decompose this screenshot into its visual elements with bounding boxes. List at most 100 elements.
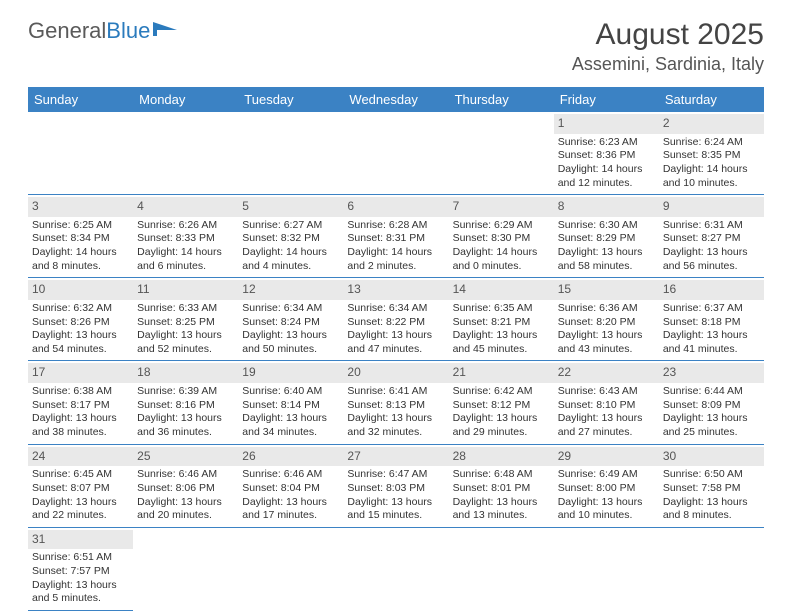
sunset-line: Sunset: 8:22 PM	[347, 316, 444, 330]
daylight-line: Daylight: 13 hours and 54 minutes.	[32, 329, 129, 356]
sunset-line: Sunset: 8:18 PM	[663, 316, 760, 330]
calendar-cell: 25Sunrise: 6:46 AMSunset: 8:06 PMDayligh…	[133, 444, 238, 527]
calendar-cell: 30Sunrise: 6:50 AMSunset: 7:58 PMDayligh…	[659, 444, 764, 527]
calendar-cell: 22Sunrise: 6:43 AMSunset: 8:10 PMDayligh…	[554, 361, 659, 444]
sunrise-line: Sunrise: 6:47 AM	[347, 468, 444, 482]
day-number: 11	[133, 280, 238, 300]
day-number: 7	[449, 197, 554, 217]
header: GeneralBlue August 2025 Assemini, Sardin…	[0, 0, 792, 79]
sunrise-line: Sunrise: 6:31 AM	[663, 219, 760, 233]
weekday-header: Saturday	[659, 87, 764, 112]
sunset-line: Sunset: 8:09 PM	[663, 399, 760, 413]
daylight-line: Daylight: 13 hours and 56 minutes.	[663, 246, 760, 273]
calendar-cell	[133, 527, 238, 610]
day-number: 27	[343, 447, 448, 467]
daylight-line: Daylight: 13 hours and 41 minutes.	[663, 329, 760, 356]
sunrise-line: Sunrise: 6:34 AM	[242, 302, 339, 316]
weekday-header: Thursday	[449, 87, 554, 112]
calendar-cell: 1Sunrise: 6:23 AMSunset: 8:36 PMDaylight…	[554, 112, 659, 195]
sunset-line: Sunset: 8:27 PM	[663, 232, 760, 246]
calendar-cell: 26Sunrise: 6:46 AMSunset: 8:04 PMDayligh…	[238, 444, 343, 527]
daylight-line: Daylight: 13 hours and 17 minutes.	[242, 496, 339, 523]
calendar-cell	[28, 112, 133, 195]
calendar-cell: 9Sunrise: 6:31 AMSunset: 8:27 PMDaylight…	[659, 195, 764, 278]
sunset-line: Sunset: 8:33 PM	[137, 232, 234, 246]
day-number: 18	[133, 363, 238, 383]
daylight-line: Daylight: 13 hours and 43 minutes.	[558, 329, 655, 356]
calendar-cell: 8Sunrise: 6:30 AMSunset: 8:29 PMDaylight…	[554, 195, 659, 278]
calendar-table: SundayMondayTuesdayWednesdayThursdayFrid…	[28, 87, 764, 611]
sunrise-line: Sunrise: 6:35 AM	[453, 302, 550, 316]
sunset-line: Sunset: 8:14 PM	[242, 399, 339, 413]
daylight-line: Daylight: 13 hours and 13 minutes.	[453, 496, 550, 523]
daylight-line: Daylight: 13 hours and 34 minutes.	[242, 412, 339, 439]
day-number: 15	[554, 280, 659, 300]
sunrise-line: Sunrise: 6:24 AM	[663, 136, 760, 150]
sunrise-line: Sunrise: 6:46 AM	[137, 468, 234, 482]
sunset-line: Sunset: 8:25 PM	[137, 316, 234, 330]
sunrise-line: Sunrise: 6:42 AM	[453, 385, 550, 399]
title-block: August 2025 Assemini, Sardinia, Italy	[572, 18, 764, 75]
day-number: 28	[449, 447, 554, 467]
calendar-cell: 16Sunrise: 6:37 AMSunset: 8:18 PMDayligh…	[659, 278, 764, 361]
calendar-cell: 10Sunrise: 6:32 AMSunset: 8:26 PMDayligh…	[28, 278, 133, 361]
weekday-header: Wednesday	[343, 87, 448, 112]
daylight-line: Daylight: 13 hours and 15 minutes.	[347, 496, 444, 523]
sunrise-line: Sunrise: 6:30 AM	[558, 219, 655, 233]
day-number: 10	[28, 280, 133, 300]
location: Assemini, Sardinia, Italy	[572, 54, 764, 75]
calendar-cell: 23Sunrise: 6:44 AMSunset: 8:09 PMDayligh…	[659, 361, 764, 444]
sunset-line: Sunset: 8:12 PM	[453, 399, 550, 413]
sunrise-line: Sunrise: 6:49 AM	[558, 468, 655, 482]
daylight-line: Daylight: 13 hours and 25 minutes.	[663, 412, 760, 439]
daylight-line: Daylight: 13 hours and 27 minutes.	[558, 412, 655, 439]
calendar-cell: 27Sunrise: 6:47 AMSunset: 8:03 PMDayligh…	[343, 444, 448, 527]
calendar-cell: 5Sunrise: 6:27 AMSunset: 8:32 PMDaylight…	[238, 195, 343, 278]
daylight-line: Daylight: 14 hours and 12 minutes.	[558, 163, 655, 190]
weekday-header: Sunday	[28, 87, 133, 112]
calendar-cell	[659, 527, 764, 610]
day-number: 12	[238, 280, 343, 300]
daylight-line: Daylight: 13 hours and 47 minutes.	[347, 329, 444, 356]
daylight-line: Daylight: 13 hours and 32 minutes.	[347, 412, 444, 439]
calendar-cell: 14Sunrise: 6:35 AMSunset: 8:21 PMDayligh…	[449, 278, 554, 361]
day-number: 31	[28, 530, 133, 550]
calendar-cell: 12Sunrise: 6:34 AMSunset: 8:24 PMDayligh…	[238, 278, 343, 361]
sunset-line: Sunset: 8:03 PM	[347, 482, 444, 496]
sunrise-line: Sunrise: 6:33 AM	[137, 302, 234, 316]
sunset-line: Sunset: 8:16 PM	[137, 399, 234, 413]
sunrise-line: Sunrise: 6:23 AM	[558, 136, 655, 150]
sunset-line: Sunset: 8:10 PM	[558, 399, 655, 413]
sunset-line: Sunset: 8:34 PM	[32, 232, 129, 246]
sunset-line: Sunset: 8:21 PM	[453, 316, 550, 330]
daylight-line: Daylight: 13 hours and 58 minutes.	[558, 246, 655, 273]
calendar-cell	[133, 112, 238, 195]
sunset-line: Sunset: 8:13 PM	[347, 399, 444, 413]
sunrise-line: Sunrise: 6:41 AM	[347, 385, 444, 399]
sunrise-line: Sunrise: 6:26 AM	[137, 219, 234, 233]
calendar-cell	[343, 112, 448, 195]
day-number: 24	[28, 447, 133, 467]
calendar-cell: 3Sunrise: 6:25 AMSunset: 8:34 PMDaylight…	[28, 195, 133, 278]
sunrise-line: Sunrise: 6:29 AM	[453, 219, 550, 233]
sunset-line: Sunset: 8:30 PM	[453, 232, 550, 246]
calendar-cell	[343, 527, 448, 610]
daylight-line: Daylight: 14 hours and 6 minutes.	[137, 246, 234, 273]
daylight-line: Daylight: 13 hours and 29 minutes.	[453, 412, 550, 439]
sunset-line: Sunset: 8:00 PM	[558, 482, 655, 496]
day-number: 8	[554, 197, 659, 217]
daylight-line: Daylight: 13 hours and 10 minutes.	[558, 496, 655, 523]
calendar-cell: 13Sunrise: 6:34 AMSunset: 8:22 PMDayligh…	[343, 278, 448, 361]
calendar-cell	[449, 527, 554, 610]
calendar-cell: 31Sunrise: 6:51 AMSunset: 7:57 PMDayligh…	[28, 527, 133, 610]
day-number: 3	[28, 197, 133, 217]
day-number: 19	[238, 363, 343, 383]
daylight-line: Daylight: 13 hours and 38 minutes.	[32, 412, 129, 439]
sunset-line: Sunset: 7:58 PM	[663, 482, 760, 496]
daylight-line: Daylight: 13 hours and 8 minutes.	[663, 496, 760, 523]
day-number: 4	[133, 197, 238, 217]
day-number: 20	[343, 363, 448, 383]
daylight-line: Daylight: 13 hours and 20 minutes.	[137, 496, 234, 523]
daylight-line: Daylight: 13 hours and 52 minutes.	[137, 329, 234, 356]
calendar-cell	[449, 112, 554, 195]
